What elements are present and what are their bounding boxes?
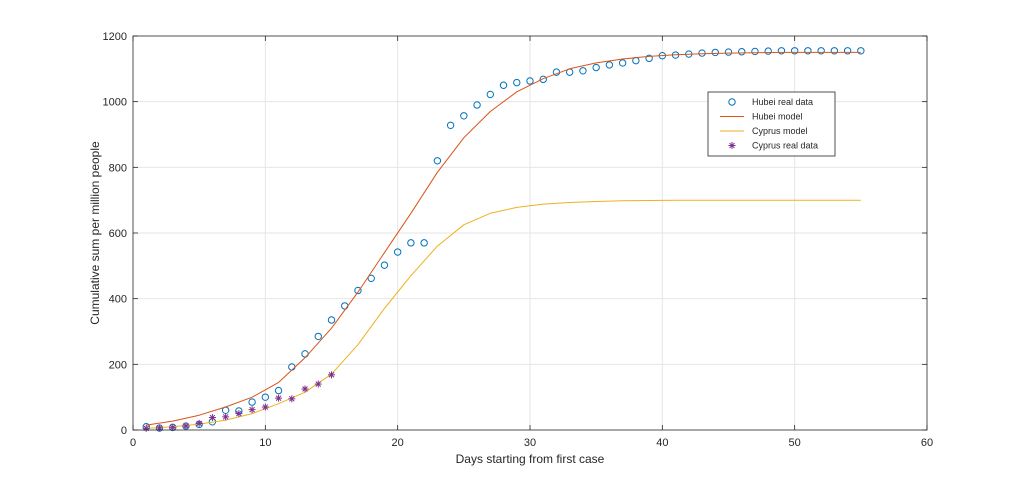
series-cyprus-real-data [142,371,335,432]
hubei-real-data-point [857,47,865,55]
cyprus-real-data-point [301,385,309,393]
legend-label-cyprus-real-data: Cyprus real data [752,141,818,151]
hubei-real-data-point [261,393,270,401]
y-tick-label: 400 [109,294,127,306]
x-tick-label: 20 [392,437,404,449]
cyprus-real-data-point [155,424,163,432]
x-tick-label: 30 [524,437,536,449]
cyprus-real-data-point [314,380,322,388]
hubei-real-data-point [380,261,389,269]
hubei-real-data-point [248,398,256,406]
hubei-real-data-point [777,47,786,55]
cyprus-real-data-point [288,395,296,403]
cyprus-real-data-point [142,424,150,432]
hubei-real-data-point [473,101,481,109]
y-tick-label: 200 [109,359,127,371]
hubei-real-data-point [526,77,534,85]
hubei-real-data-point [698,49,706,57]
cyprus-real-data-point [275,394,283,402]
y-tick-label: 800 [109,162,127,174]
x-tick-label: 0 [130,437,136,449]
y-tick-label: 600 [109,228,127,240]
cyprus-real-data-point [261,403,269,411]
hubei-real-data-point [539,75,547,84]
hubei-real-data-point [499,81,508,89]
hubei-real-data-point [393,248,402,256]
y-axis-title: Cumulative sum per million people [88,141,102,325]
x-tick-label: 50 [789,437,801,449]
hubei-real-data-point [605,61,614,69]
hubei-real-data-point [592,63,600,72]
y-tick-label: 1000 [103,97,127,109]
hubei-real-data-point [843,47,852,55]
hubei-real-data-point [830,47,839,55]
cyprus-real-data-point [222,413,230,421]
cyprus-real-data-point [169,423,177,431]
legend-swatch-hubei-real-data [728,98,736,106]
cyprus-real-data-point [208,414,216,422]
hubei-real-data-point [407,239,415,247]
hubei-real-data-point [724,48,733,56]
hubei-model-line [146,51,861,426]
hubei-real-data-point [486,90,494,99]
hubei-real-data-point [751,47,759,56]
hubei-real-data-point [817,47,825,55]
hubei-real-data-point [618,59,627,67]
hubei-real-data-point [764,47,772,55]
hubei-real-data-point [460,112,468,120]
hubei-real-data-point [804,47,812,55]
hubei-real-data-point [314,332,322,341]
hubei-real-data-point [367,274,375,283]
legend-label-hubei-model: Hubei model [752,112,803,122]
legend-swatch-cyprus-real-data [728,142,736,149]
y-tick-label: 1200 [103,31,127,43]
series-hubei-model [146,51,861,426]
hubei-real-data-point [327,316,336,324]
legend-label-cyprus-model: Cyprus model [752,126,808,136]
x-axis-title: Days starting from first case [456,452,605,466]
y-tick-label: 0 [121,425,127,437]
hubei-real-data-point [711,48,719,57]
hubei-real-data-point [274,386,283,395]
cyprus-real-data-point [235,410,243,418]
cyprus-real-data-point [195,419,203,427]
x-tick-label: 40 [656,437,668,449]
x-tick-label: 10 [259,437,271,449]
cyprus-real-data-point [328,371,335,379]
hubei-real-data-point [790,47,799,55]
series-hubei-real-data [142,47,865,432]
hubei-real-data-point [420,239,428,247]
legend-label-hubei-real-data: Hubei real data [752,97,813,107]
hubei-real-data-point [579,67,587,75]
hubei-real-data-point [433,157,442,165]
hubei-real-data-point [738,48,746,56]
hubei-real-data-point [446,121,455,130]
hubei-real-data-point [645,54,653,63]
hubei-real-data-point [513,78,521,87]
cyprus-real-data-point [182,422,190,430]
x-tick-label: 60 [921,437,933,449]
hubei-real-data-point [354,286,362,295]
cyprus-real-data-point [248,406,256,414]
